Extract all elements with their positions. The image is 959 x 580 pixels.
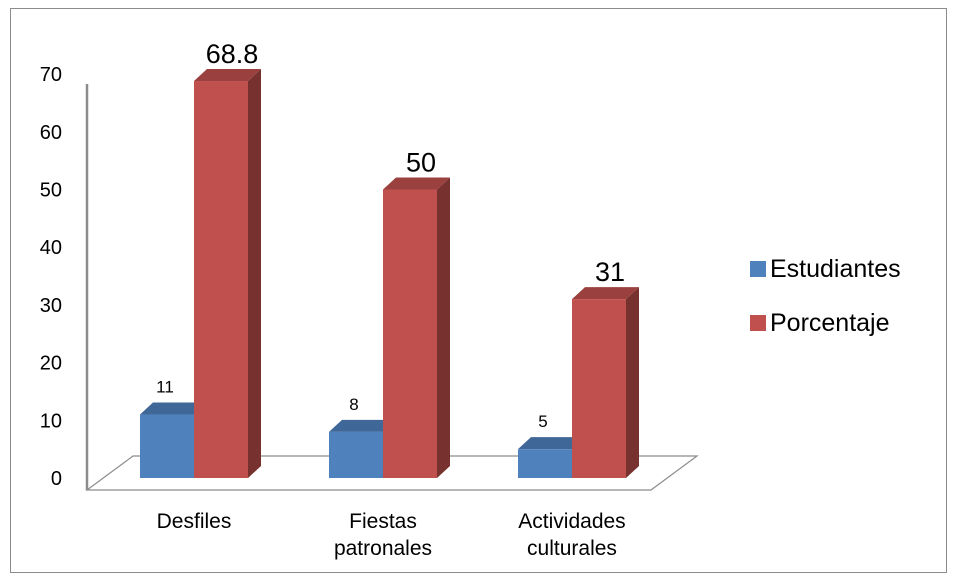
category-label: patronales	[334, 537, 432, 560]
category-label: Actividades	[518, 510, 625, 533]
y-tick-label: 0	[51, 468, 62, 490]
legend: Estudiantes Porcentaje	[750, 255, 901, 337]
y-tick-label: 50	[40, 180, 62, 202]
legend-label: Estudiantes	[770, 255, 901, 283]
bar-front	[140, 414, 194, 478]
legend-swatch	[750, 315, 766, 331]
bar-porcentaje-1	[383, 177, 450, 478]
bar-porcentaje-0	[194, 69, 261, 479]
data-label: 11	[156, 378, 174, 397]
bar-side	[437, 177, 450, 478]
bar-top	[383, 177, 450, 190]
y-tick-label: 40	[40, 237, 62, 259]
legend-label: Porcentaje	[770, 309, 890, 337]
y-tick-label: 20	[40, 353, 62, 375]
bars	[140, 69, 639, 479]
bar-porcentaje-2	[572, 287, 639, 478]
y-tick-label: 10	[40, 410, 62, 432]
y-tick-label: 60	[40, 122, 62, 144]
bar-front	[194, 81, 248, 479]
bar-front	[518, 449, 572, 478]
bar-top	[194, 69, 261, 82]
data-label: 31	[595, 257, 625, 287]
legend-swatch	[750, 261, 766, 277]
bar-side	[248, 69, 261, 479]
category-label: Fiestas	[349, 510, 417, 533]
bar-top	[329, 419, 396, 432]
y-axis: 0 10 20 30 40 50 60 70	[40, 64, 89, 490]
data-labels: 11 68.8 8 50 5 31	[156, 39, 625, 431]
bar-top	[518, 437, 585, 450]
data-label: 8	[349, 395, 358, 414]
data-label: 68.8	[206, 39, 259, 69]
data-label: 50	[406, 148, 436, 178]
y-tick-label: 70	[40, 64, 62, 86]
y-tick-label: 30	[40, 295, 62, 317]
bar-front	[329, 431, 383, 478]
x-axis-categories: Desfiles Fiestas patronales Actividades cult…	[157, 510, 626, 560]
bar-top	[572, 287, 639, 300]
bar-side	[626, 287, 639, 478]
bar-front	[383, 189, 437, 478]
data-label: 5	[538, 412, 547, 431]
bar-top	[140, 402, 207, 415]
category-label: Desfiles	[157, 510, 232, 533]
bar-front	[572, 299, 626, 478]
category-label: culturales	[527, 537, 617, 560]
